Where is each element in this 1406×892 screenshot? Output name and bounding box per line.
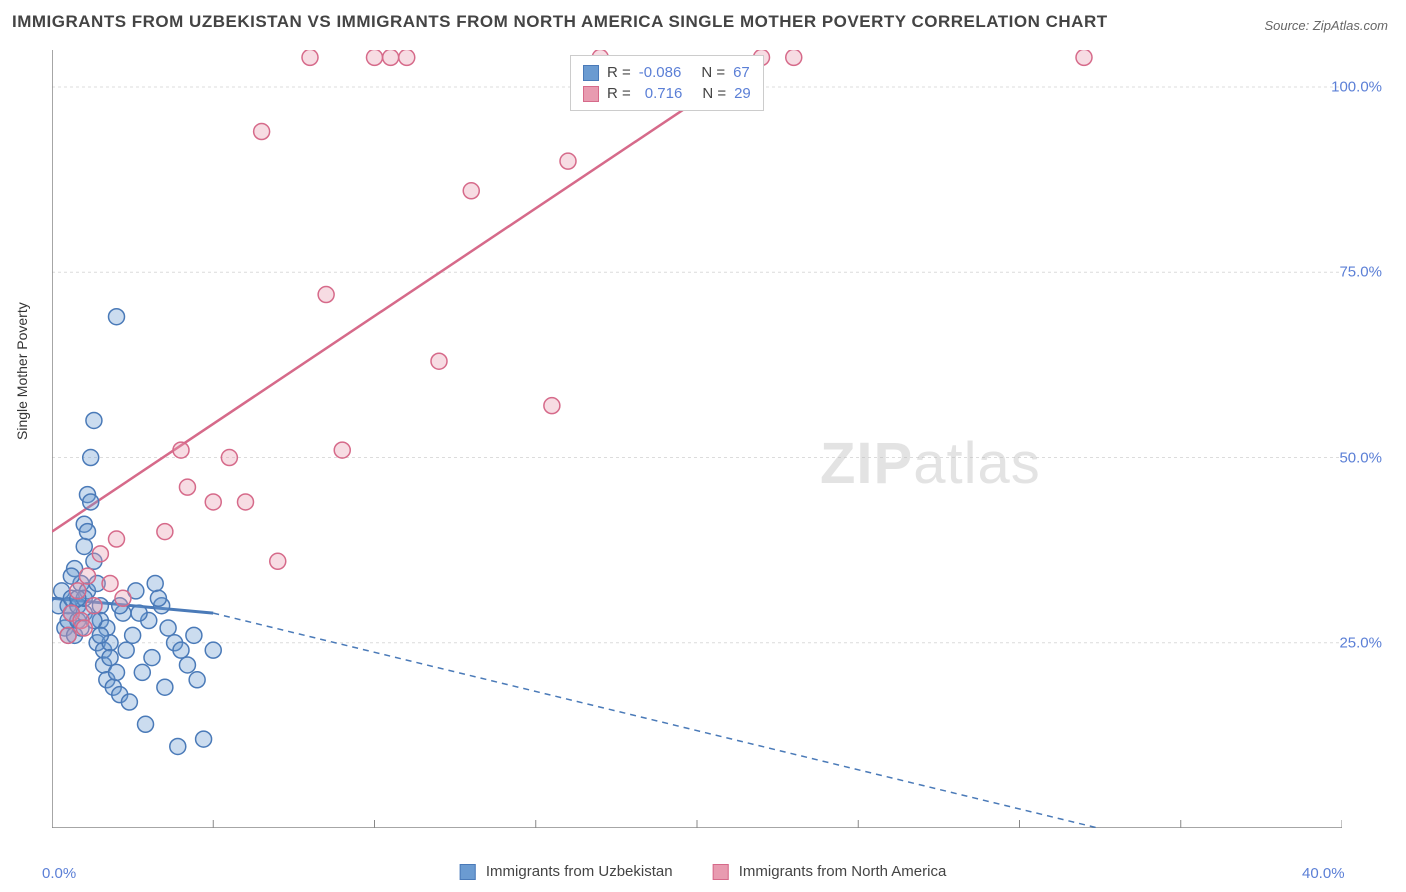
legend-item-north-america: Immigrants from North America [713, 863, 947, 880]
x-tick-label: 0.0% [42, 865, 76, 882]
legend-swatch-north-america-icon [713, 864, 729, 880]
n-value-north-america: 29 [734, 83, 751, 104]
y-axis-label: Single Mother Poverty [14, 302, 30, 440]
chart-title: IMMIGRANTS FROM UZBEKISTAN VS IMMIGRANTS… [12, 12, 1108, 32]
r-label: R = [607, 62, 631, 83]
legend-swatch-north-america [583, 86, 599, 102]
scatter-plot-svg [52, 50, 1342, 828]
legend-label-uzbekistan: Immigrants from Uzbekistan [486, 863, 673, 880]
legend-bottom: Immigrants from Uzbekistan Immigrants fr… [460, 863, 947, 880]
watermark: ZIPatlas [820, 430, 1041, 497]
legend-correlation-box: R = -0.086 N = 67 R = 0.716 N = 29 [570, 55, 764, 111]
watermark-bold: ZIP [820, 431, 913, 496]
legend-row-north-america: R = 0.716 N = 29 [583, 83, 751, 104]
source-label: Source: ZipAtlas.com [1264, 18, 1388, 33]
r-label: R = [607, 83, 631, 104]
legend-item-uzbekistan: Immigrants from Uzbekistan [460, 863, 673, 880]
legend-row-uzbekistan: R = -0.086 N = 67 [583, 62, 751, 83]
n-label: N = [701, 62, 725, 83]
legend-label-north-america: Immigrants from North America [739, 863, 947, 880]
y-tick-label: 25.0% [1339, 634, 1382, 651]
watermark-light: atlas [913, 431, 1041, 496]
x-tick-label: 40.0% [1302, 865, 1345, 882]
r-value-uzbekistan: -0.086 [639, 62, 682, 83]
y-tick-label: 75.0% [1339, 264, 1382, 281]
y-tick-label: 50.0% [1339, 449, 1382, 466]
n-value-uzbekistan: 67 [733, 62, 750, 83]
legend-swatch-uzbekistan [583, 65, 599, 81]
chart-container: IMMIGRANTS FROM UZBEKISTAN VS IMMIGRANTS… [0, 0, 1406, 892]
r-value-north-america: 0.716 [645, 83, 683, 104]
plot-area [52, 50, 1342, 828]
y-tick-label: 100.0% [1331, 79, 1382, 96]
n-label: N = [702, 83, 726, 104]
legend-swatch-uzbekistan-icon [460, 864, 476, 880]
